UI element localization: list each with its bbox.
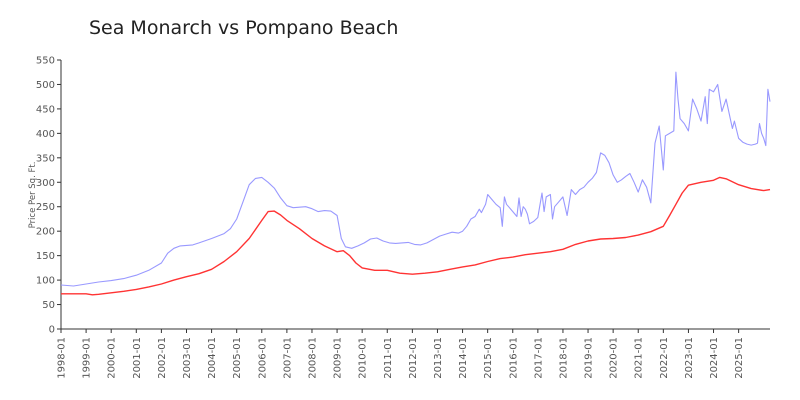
series-line-0 — [60, 71, 771, 287]
x-tick-label: 2017-01 — [533, 337, 544, 379]
x-tick-label: 2009-01 — [333, 337, 344, 379]
x-tick-label: 2013-01 — [433, 337, 444, 379]
x-tick-label: 2020-01 — [609, 337, 620, 379]
y-tick-label: 550 — [36, 56, 55, 67]
y-tick-label: 100 — [36, 276, 55, 287]
x-tick-label: 2003-01 — [182, 337, 193, 379]
x-tick-label: 2015-01 — [483, 337, 494, 379]
x-tick-label: 2025-01 — [734, 337, 745, 379]
y-tick-label: 500 — [36, 80, 55, 91]
x-tick-label: 2001-01 — [132, 337, 143, 379]
series-line-1 — [61, 176, 771, 296]
x-tick-label: 2004-01 — [207, 337, 218, 379]
y-tick-label: 150 — [36, 251, 55, 262]
y-tick-label: 350 — [36, 153, 55, 164]
y-axis-label: Price Per Sq. Ft. — [28, 162, 38, 229]
y-tick-label: 50 — [42, 300, 55, 311]
y-tick-label: 400 — [36, 129, 55, 140]
y-tick-label: 450 — [36, 104, 55, 115]
x-tick-label: 2007-01 — [282, 337, 293, 379]
x-tick-label: 2006-01 — [257, 337, 268, 379]
x-tick-label: 1998-01 — [57, 337, 68, 379]
chart-title: Sea Monarch vs Pompano Beach — [89, 17, 399, 39]
x-tick-label: 2011-01 — [383, 337, 394, 379]
y-tick-label: 250 — [36, 202, 55, 213]
y-axis: 0 50 100 150 200 250 300 350 400 450 500 550 — [36, 56, 62, 336]
x-tick-label: 2022-01 — [659, 337, 670, 379]
x-tick-label: 2018-01 — [558, 337, 569, 379]
x-tick-label: 2002-01 — [157, 337, 168, 379]
x-axis: 1998-01 1999-01 2000-01 2001-01 2002-01 2003-… — [57, 328, 770, 379]
x-tick-label: 2016-01 — [508, 337, 519, 379]
x-tick-label: 2019-01 — [584, 337, 595, 379]
series-layer — [60, 71, 771, 296]
x-tick-label: 2000-01 — [107, 337, 118, 379]
x-tick-label: 1999-01 — [82, 337, 93, 379]
y-tick-label: 0 — [49, 325, 55, 336]
x-tick-label: 2005-01 — [232, 337, 243, 379]
x-tick-label: 2023-01 — [684, 337, 695, 379]
x-tick-label: 2008-01 — [307, 337, 318, 379]
x-tick-label: 2010-01 — [358, 337, 369, 379]
x-tick-label: 2012-01 — [408, 337, 419, 379]
y-tick-label: 300 — [36, 178, 55, 189]
x-tick-label: 2024-01 — [709, 337, 720, 379]
x-tick-label: 2014-01 — [458, 337, 469, 379]
x-tick-label: 2021-01 — [634, 337, 645, 379]
y-tick-label: 200 — [36, 227, 55, 238]
